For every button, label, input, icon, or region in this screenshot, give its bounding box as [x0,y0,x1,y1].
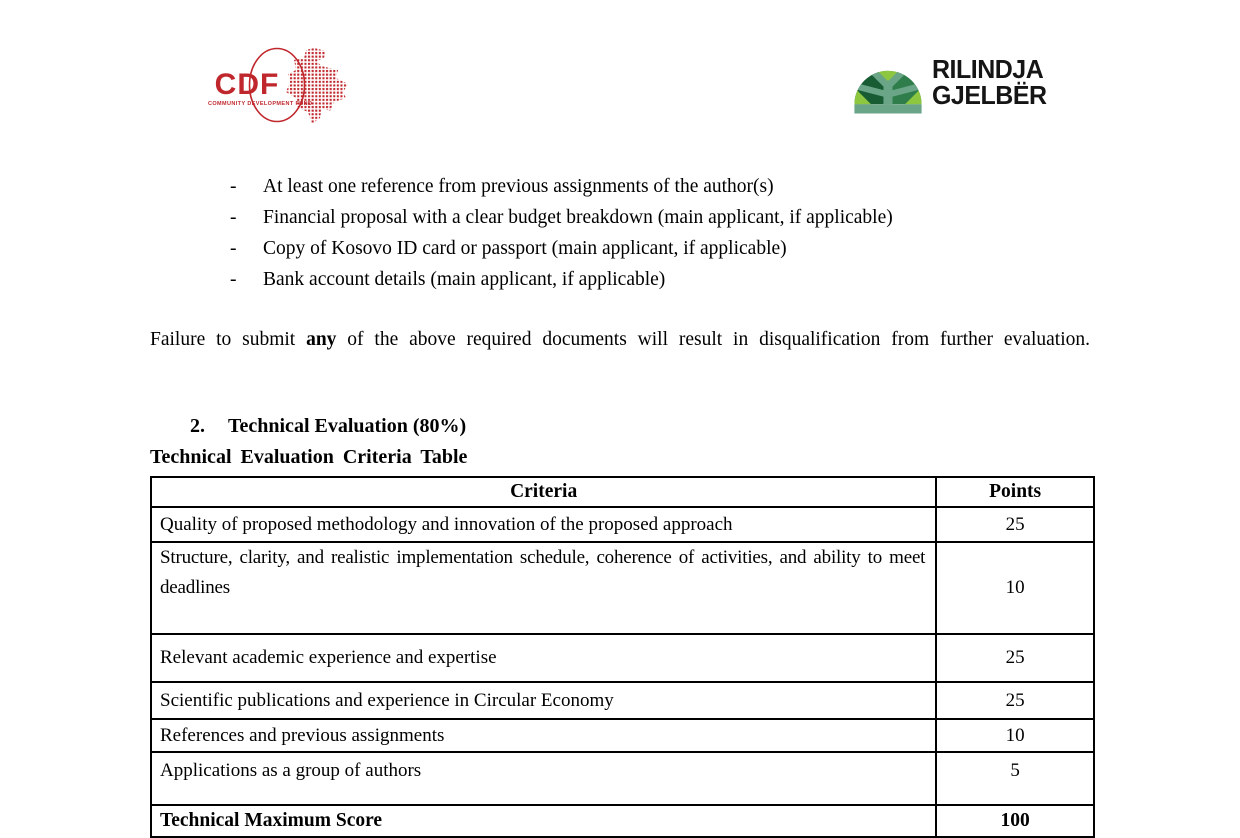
points-cell: 5 [935,751,1095,806]
criteria-cell: Relevant academic experience and experti… [149,633,938,683]
criteria-cell: Quality of proposed methodology and inno… [149,506,938,543]
table-title: Technical Evaluation Criteria Table [150,446,468,468]
table-total-row: Technical Maximum Score 100 [149,804,1095,838]
table-row: Structure, clarity, and realistic implem… [149,541,1095,635]
required-documents-list: - At least one reference from previous a… [230,171,1060,295]
disqualification-paragraph: Failure to submit any of the above requi… [150,325,1090,385]
kosovo-dot-map-icon [286,48,348,124]
list-item-text: Copy of Kosovo ID card or passport (main… [263,237,787,259]
paragraph-text: Failure to submit [150,329,307,350]
rilindja-line: RILINDJA [932,54,1044,84]
table-header-row: Criteria Points [149,476,1095,508]
paragraph-text: of the above required documents will res… [336,329,1090,350]
list-item: - Bank account details (main applicant, … [230,264,1060,295]
points-cell: 25 [935,633,1095,683]
section-title: Technical Evaluation (80%) [228,415,467,437]
total-label-cell: Technical Maximum Score [149,804,938,838]
points-cell: 25 [935,506,1095,543]
dash-bullet: - [230,237,237,259]
table-row: References and previous assignments 10 [149,718,1095,753]
dash-bullet: - [230,175,237,197]
points-cell: 25 [935,681,1095,720]
total-points-cell: 100 [935,804,1095,838]
section-number: 2. [190,415,205,437]
dash-bullet: - [230,206,237,228]
criteria-cell: Applications as a group of authors [149,751,938,806]
table-row: Quality of proposed methodology and inno… [149,506,1095,543]
rilindja-gjelber-logo: RILINDJA GJELBËR [853,46,1047,118]
list-item: - Copy of Kosovo ID card or passport (ma… [230,233,1060,264]
criteria-cell: Structure, clarity, and realistic implem… [149,541,938,635]
section-heading: 2. Technical Evaluation (80%) [190,415,466,438]
dash-bullet: - [230,268,237,290]
list-item-text: At least one reference from previous ass… [263,175,774,197]
list-item-text: Financial proposal with a clear budget b… [263,206,893,228]
gjelber-line: GJELBËR [932,80,1047,110]
criteria-column-header: Criteria [149,476,938,508]
rilindja-gjelber-wordmark: RILINDJA GJELBËR [932,56,1047,108]
points-cell: 10 [935,541,1095,635]
criteria-cell: Scientific publications and experience i… [149,681,938,720]
green-tree-dome-icon [854,70,922,114]
cdf-logo-caption: COMMUNITY DEVELOPMENT FUND [208,101,313,107]
points-column-header: Points [935,476,1095,508]
list-item: - At least one reference from previous a… [230,171,1060,202]
paragraph-bold-any: any [306,329,337,350]
cdf-logo-text: CDF [214,68,280,101]
table-row: Scientific publications and experience i… [149,681,1095,720]
list-item-text: Bank account details (main applicant, if… [263,268,666,290]
table-row: Applications as a group of authors 5 [149,751,1095,806]
criteria-cell: References and previous assignments [149,718,938,753]
technical-evaluation-table: Criteria Points Quality of proposed meth… [149,476,1095,838]
table-row: Relevant academic experience and experti… [149,633,1095,683]
points-cell: 10 [935,718,1095,753]
cdf-logo: CDF COMMUNITY DEVELOPMENT FUND [208,44,353,132]
list-item: - Financial proposal with a clear budget… [230,202,1060,233]
